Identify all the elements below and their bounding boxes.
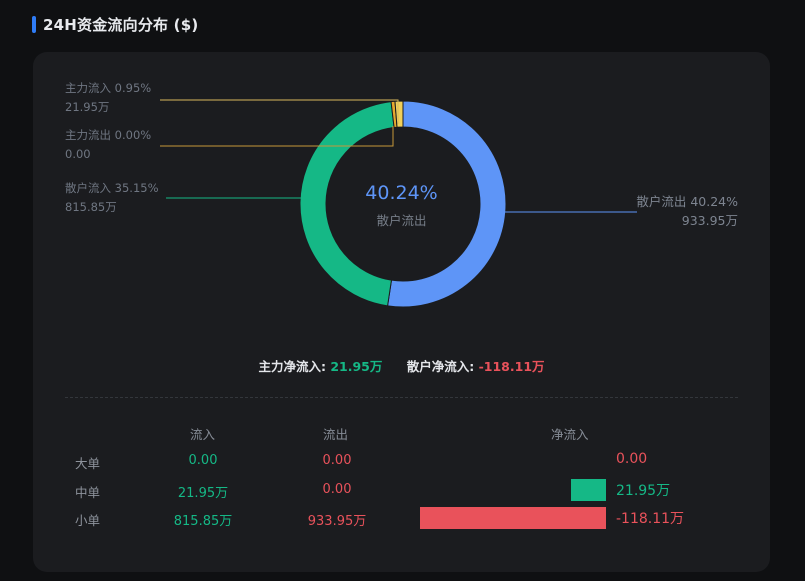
section-title: 24H资金流向分布 ($): [43, 15, 199, 34]
label-main-inflow: 主力流入 0.95% 21.95万: [65, 81, 152, 114]
retail-net-inflow: 散户净流入: -118.11万: [406, 359, 545, 374]
section-header: 24H资金流向分布 ($): [32, 14, 198, 34]
net-bar: [420, 507, 606, 529]
cell-outflow: 0.00: [322, 453, 352, 468]
row-label: 大单: [75, 456, 101, 471]
column-header-net: 净流入: [551, 427, 589, 442]
donut-slice-0[interactable]: [387, 100, 507, 308]
donut-center-value: 40.24%: [365, 182, 438, 204]
label-retail-outflow: 散户流出 40.24% 933.95万: [636, 194, 738, 228]
header-accent-bar: [32, 15, 36, 33]
divider: [65, 397, 738, 398]
main-net-inflow: 主力净流入: 21.95万: [258, 359, 383, 374]
cell-inflow: 815.85万: [173, 514, 233, 529]
column-header-outflow: 流出: [323, 427, 349, 442]
label-main-outflow: 主力流出 0.00% 0.00: [65, 128, 152, 161]
row-label: 小单: [75, 513, 101, 528]
leader-line-main-in: [160, 99, 399, 124]
leader-line-main-out: [160, 126, 394, 147]
donut-center-label: 散户流出: [376, 213, 427, 228]
cell-outflow: 0.00: [322, 482, 352, 497]
cell-outflow: 933.95万: [307, 514, 367, 529]
cell-inflow: 0.00: [188, 453, 218, 468]
label-retail-inflow: 散户流入 35.15% 815.85万: [65, 181, 159, 214]
fund-flow-card: 40.24% 散户流出 主力流入 0.95% 21.95万 主力流出 0.00%…: [33, 52, 770, 572]
donut-slice-1[interactable]: [299, 101, 395, 307]
cell-inflow: 21.95万: [177, 486, 229, 501]
net-bar: [571, 479, 606, 501]
cell-net: 0.00: [616, 451, 648, 467]
row-label: 中单: [75, 485, 101, 500]
cell-net: 21.95万: [616, 483, 671, 499]
donut-chart: [160, 99, 637, 308]
column-header-inflow: 流入: [190, 427, 216, 442]
cell-net: -118.11万: [616, 511, 685, 527]
net-flow-summary: 主力净流入: 21.95万 散户净流入: -118.11万: [33, 356, 770, 375]
